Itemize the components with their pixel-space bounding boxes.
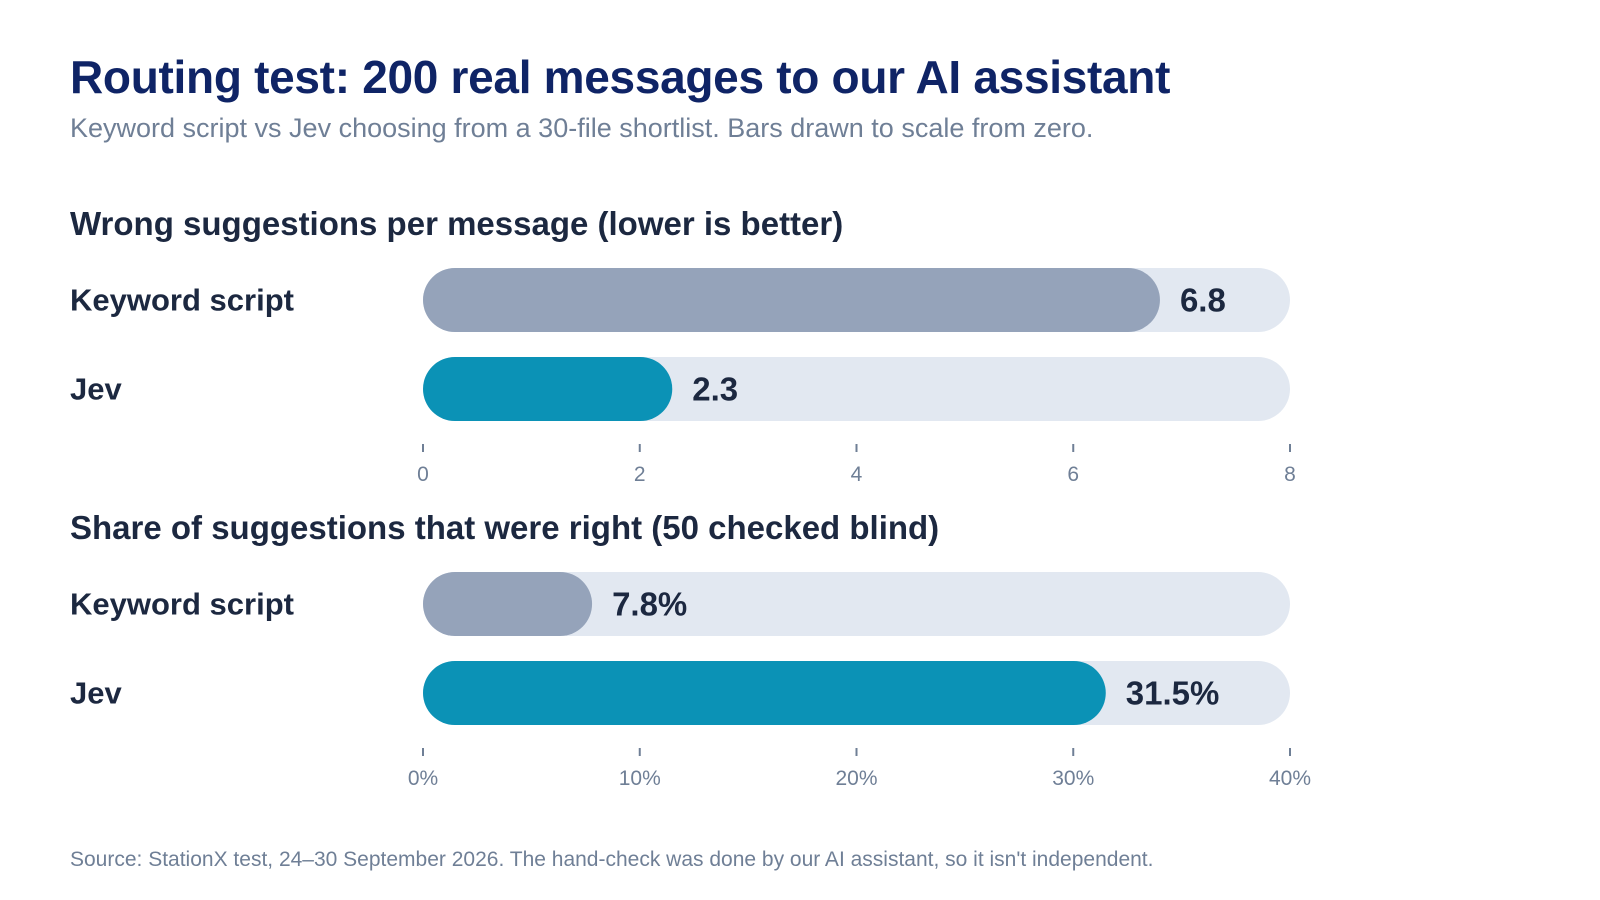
row-label-jev: Jev xyxy=(70,676,122,711)
tick-label: 40% xyxy=(1269,767,1311,790)
wrong-suggestions-plot: Keyword script 6.8 Jev 2.3 0 2 4 6 8 xyxy=(70,268,1296,486)
chart-title: Wrong suggestions per message (lower is … xyxy=(70,205,844,242)
value-label-keyword-script: 6.8 xyxy=(1180,282,1226,319)
right-share-plot: Keyword script 7.8% Jev 31.5% 0% 10% 20% 30% 40% xyxy=(70,572,1311,790)
tick-label: 4 xyxy=(851,463,863,486)
bar-keyword-script xyxy=(423,572,593,636)
bar-track xyxy=(423,572,1290,636)
page-subtitle: Keyword script vs Jev choosing from a 30… xyxy=(70,113,1094,143)
tick-label: 0 xyxy=(417,463,429,486)
tick-label: 10% xyxy=(619,767,661,790)
wrong-suggestions-chart: Wrong suggestions per message (lower is … xyxy=(0,205,1600,495)
bar-jev xyxy=(423,357,673,421)
value-label-keyword-script: 7.8% xyxy=(612,586,687,623)
tick-label: 8 xyxy=(1284,463,1296,486)
chart-title: Share of suggestions that were right (50… xyxy=(70,509,940,546)
right-share-chart: Share of suggestions that were right (50… xyxy=(0,509,1600,799)
tick-label: 0% xyxy=(408,767,438,790)
page-title: Routing test: 200 real messages to our A… xyxy=(70,51,1171,103)
row-label-keyword-script: Keyword script xyxy=(70,587,294,622)
tick-label: 30% xyxy=(1052,767,1094,790)
row-label-keyword-script: Keyword script xyxy=(70,283,294,318)
bar-keyword-script xyxy=(423,268,1160,332)
tick-label: 6 xyxy=(1067,463,1079,486)
value-label-jev: 31.5% xyxy=(1126,675,1220,712)
row-label-jev: Jev xyxy=(70,372,122,407)
tick-label: 2 xyxy=(634,463,646,486)
source-note: Source: StationX test, 24–30 September 2… xyxy=(70,848,1154,871)
bar-jev xyxy=(423,661,1106,725)
tick-label: 20% xyxy=(835,767,877,790)
value-label-jev: 2.3 xyxy=(692,371,738,408)
